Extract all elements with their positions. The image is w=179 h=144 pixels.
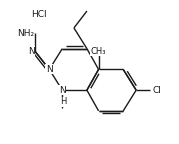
Text: N: N (59, 86, 66, 95)
Text: NH₂: NH₂ (17, 29, 34, 38)
Text: HCl: HCl (31, 11, 47, 19)
Text: H: H (60, 97, 66, 106)
Text: Cl: Cl (152, 86, 161, 95)
Text: CH₃: CH₃ (91, 47, 106, 56)
Text: N: N (28, 47, 35, 56)
Text: N: N (46, 65, 53, 74)
